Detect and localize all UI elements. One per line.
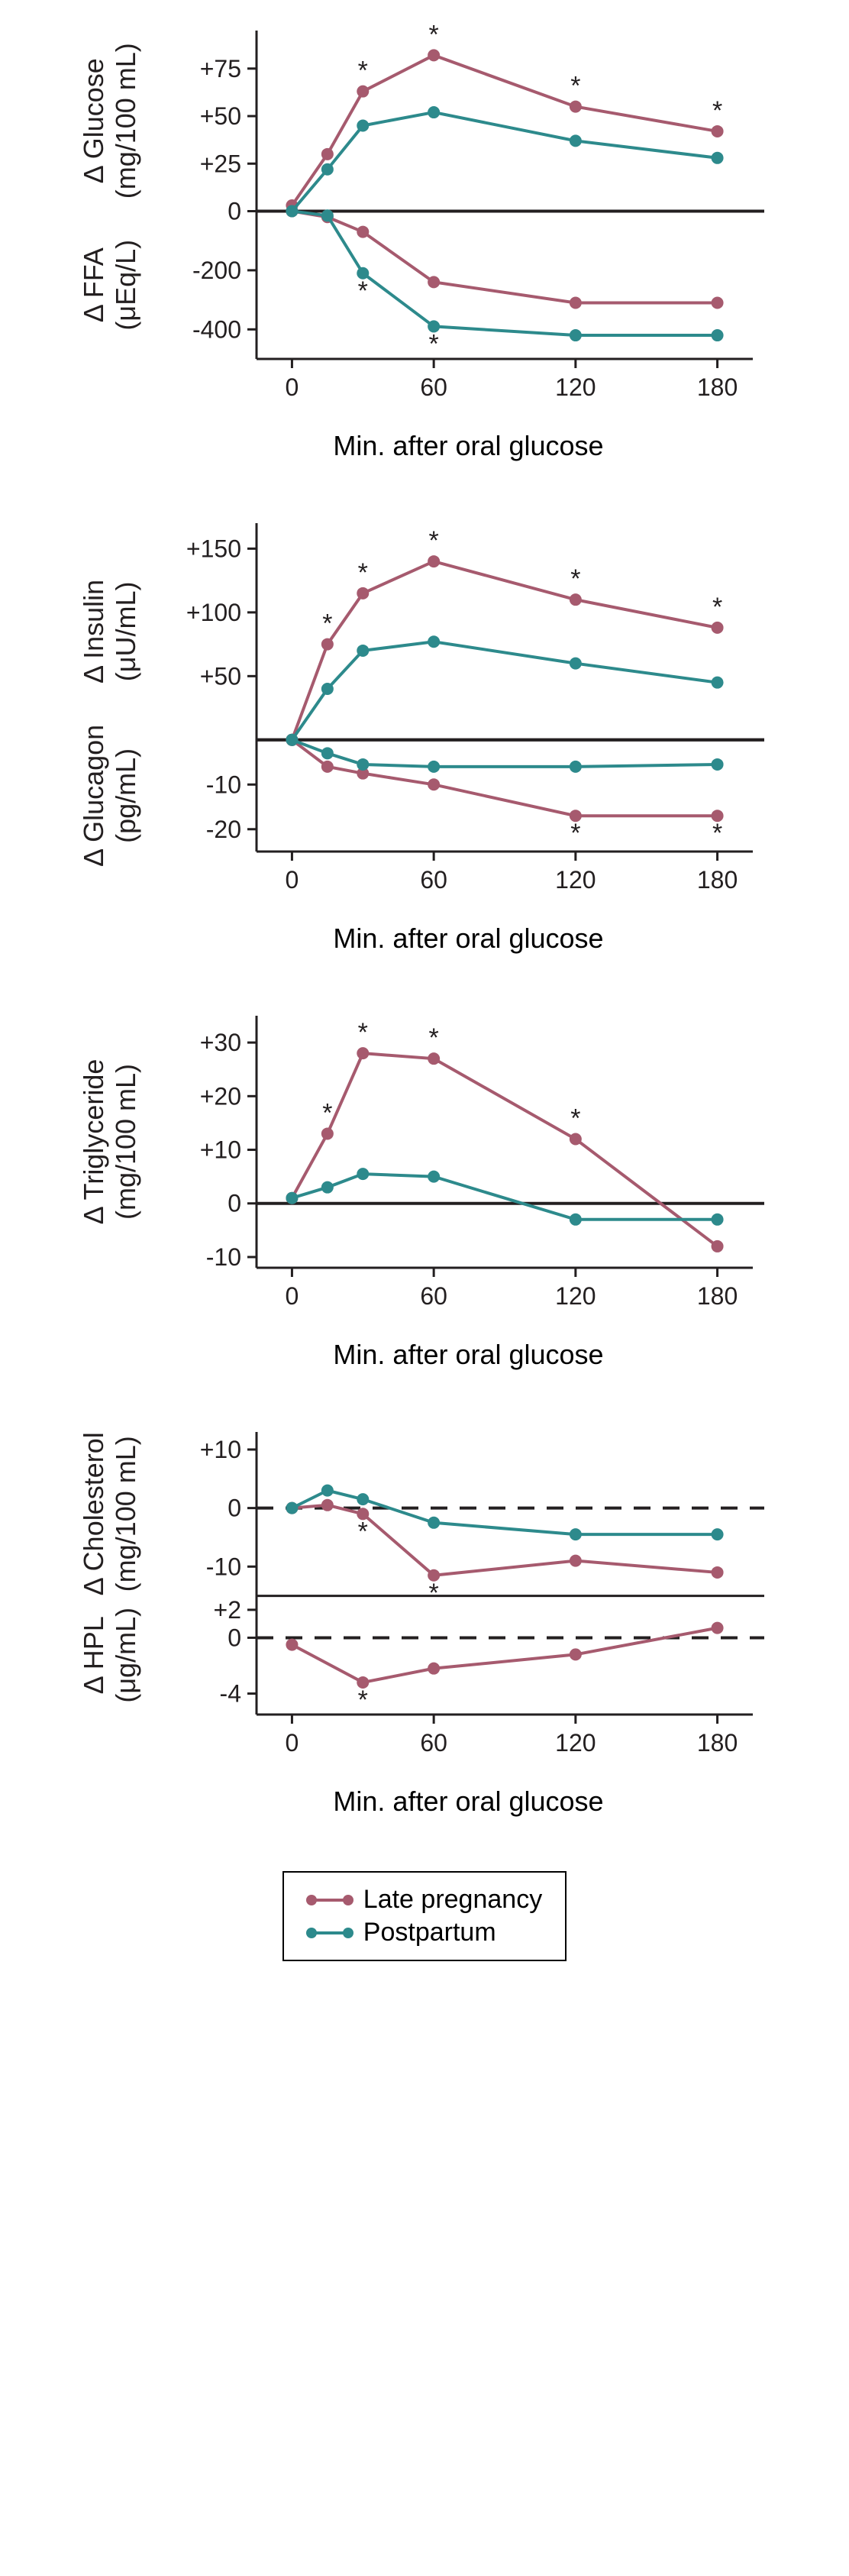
legend-item: Postpartum: [307, 1918, 542, 1947]
svg-text:*: *: [358, 1018, 368, 1047]
svg-text:Δ Glucagon: Δ Glucagon: [81, 725, 109, 867]
svg-text:+25: +25: [200, 150, 241, 177]
svg-text:180: 180: [697, 373, 738, 401]
legend-label: Postpartum: [363, 1918, 496, 1947]
svg-text:60: 60: [420, 866, 447, 894]
svg-text:*: *: [322, 1098, 332, 1127]
x-axis-label: Min. after oral glucose: [81, 1339, 768, 1371]
svg-text:+2: +2: [214, 1596, 241, 1624]
panel4-svg: 0 60 120 180 -10 0 +10 Δ Cholesterol(mg/100 mL)…: [81, 1417, 768, 1768]
svg-text:-10: -10: [206, 771, 241, 798]
svg-text:0: 0: [228, 1495, 241, 1522]
svg-text:-4: -4: [220, 1680, 241, 1708]
x-axis-label: Min. after oral glucose: [81, 1786, 768, 1818]
svg-text:*: *: [712, 819, 722, 848]
svg-text:*: *: [570, 564, 580, 593]
svg-text:+30: +30: [200, 1029, 241, 1056]
legend-item: Late pregnancy: [307, 1885, 542, 1915]
legend: Late pregnancy Postpartum: [282, 1871, 567, 1961]
svg-text:*: *: [570, 819, 580, 848]
svg-text:+100: +100: [186, 599, 241, 626]
svg-text:120: 120: [555, 373, 596, 401]
svg-text:120: 120: [555, 1729, 596, 1757]
svg-text:-200: -200: [192, 257, 241, 284]
svg-text:*: *: [358, 57, 368, 86]
svg-text:*: *: [712, 96, 722, 125]
svg-text:*: *: [358, 558, 368, 587]
svg-text:60: 60: [420, 1729, 447, 1757]
svg-text:+75: +75: [200, 55, 241, 82]
svg-text:*: *: [358, 1686, 368, 1715]
svg-text:*: *: [570, 72, 580, 101]
x-axis-label: Min. after oral glucose: [81, 430, 768, 462]
svg-text:(mg/100 mL): (mg/100 mL): [110, 1064, 141, 1220]
svg-text:-10: -10: [206, 1553, 241, 1580]
svg-text:0: 0: [286, 1282, 299, 1310]
svg-text:60: 60: [420, 1282, 447, 1310]
svg-text:(μU/mL): (μU/mL): [110, 582, 141, 682]
svg-text:0: 0: [228, 198, 241, 225]
svg-text:*: *: [570, 1104, 580, 1133]
svg-text:+10: +10: [200, 1136, 241, 1164]
svg-text:0: 0: [228, 1624, 241, 1651]
svg-text:0: 0: [286, 1729, 299, 1757]
svg-text:0: 0: [228, 1190, 241, 1217]
svg-text:Δ Insulin: Δ Insulin: [81, 580, 109, 684]
svg-text:*: *: [712, 593, 722, 622]
svg-text:*: *: [429, 1023, 439, 1052]
svg-text:*: *: [358, 276, 368, 305]
panel2-svg: 0 60 120 180 +50 +100 +150 Δ Insulin(μU/mL) * * * *…: [81, 508, 768, 905]
svg-text:(μEq/L): (μEq/L): [110, 240, 141, 331]
svg-text:(mg/100 mL): (mg/100 mL): [110, 1436, 141, 1592]
svg-text:*: *: [429, 526, 439, 555]
svg-text:-400: -400: [192, 315, 241, 343]
svg-text:(μg/mL): (μg/mL): [110, 1608, 141, 1703]
svg-text:*: *: [429, 20, 439, 49]
svg-text:180: 180: [697, 866, 738, 894]
svg-text:0: 0: [286, 866, 299, 894]
svg-text:(mg/100 mL): (mg/100 mL): [110, 43, 141, 199]
svg-text:+150: +150: [186, 535, 241, 562]
panel4: 0 60 120 180 -10 0 +10 Δ Cholesterol(mg/100 mL)…: [81, 1417, 768, 1818]
x-axis-label: Min. after oral glucose: [81, 923, 768, 955]
svg-text:180: 180: [697, 1729, 738, 1757]
svg-text:180: 180: [697, 1282, 738, 1310]
svg-text:*: *: [322, 609, 332, 638]
svg-text:*: *: [358, 1517, 368, 1546]
panel1: 0 60 120 180 +25 +50 +75 Δ Glucose(mg/100 mL) * *…: [81, 15, 768, 462]
figure: 060120180+25+50+75Δ Glucose(mg/100 mL)**…: [15, 15, 834, 1961]
svg-text:0: 0: [286, 373, 299, 401]
svg-text:*: *: [429, 1579, 439, 1608]
svg-text:(pg/mL): (pg/mL): [110, 748, 141, 843]
svg-text:Δ HPL: Δ HPL: [81, 1616, 109, 1694]
svg-text:Δ Glucose: Δ Glucose: [81, 58, 109, 183]
svg-text:-20: -20: [206, 816, 241, 843]
svg-text:Δ FFA: Δ FFA: [81, 247, 109, 322]
svg-text:+20: +20: [200, 1082, 241, 1110]
panel2: 0 60 120 180 +50 +100 +150 Δ Insulin(μU/mL) * * * *…: [81, 508, 768, 955]
svg-text:*: *: [429, 329, 439, 358]
panel3: 0 60 120 180 -10 0 +10 +20 +30 Δ Triglyceride(mg/…: [81, 1000, 768, 1371]
panel3-svg: 0 60 120 180 -10 0 +10 +20 +30 Δ Triglyceride(mg/…: [81, 1000, 768, 1321]
panel1-svg: 0 60 120 180 +25 +50 +75 Δ Glucose(mg/100 mL) * *…: [81, 15, 768, 412]
svg-text:+50: +50: [200, 662, 241, 690]
svg-text:60: 60: [420, 373, 447, 401]
svg-text:120: 120: [555, 866, 596, 894]
svg-text:Δ Triglyceride: Δ Triglyceride: [81, 1059, 109, 1225]
legend-label: Late pregnancy: [363, 1885, 542, 1915]
svg-text:+50: +50: [200, 102, 241, 130]
svg-text:+10: +10: [200, 1436, 241, 1463]
svg-text:Δ Cholesterol: Δ Cholesterol: [81, 1432, 109, 1595]
svg-text:-10: -10: [206, 1243, 241, 1271]
svg-text:120: 120: [555, 1282, 596, 1310]
